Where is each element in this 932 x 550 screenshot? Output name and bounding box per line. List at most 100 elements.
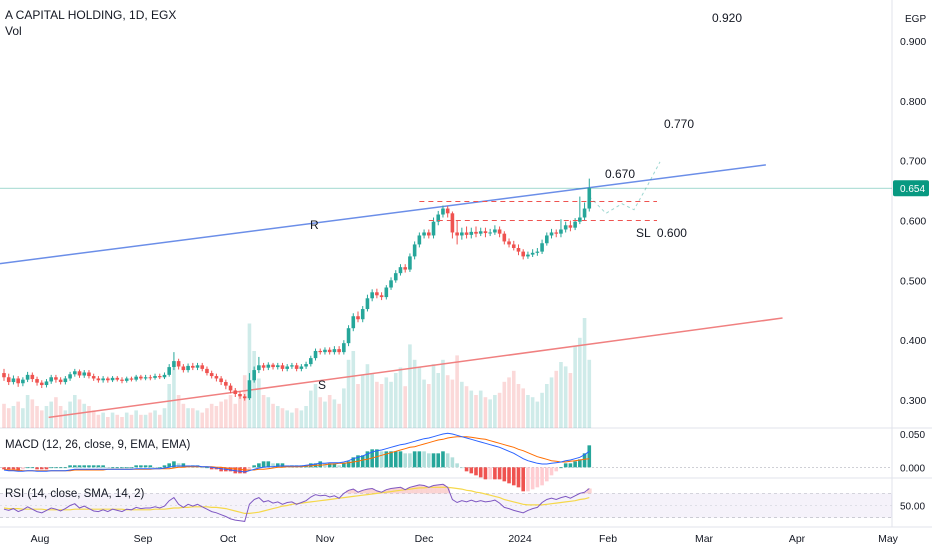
macd-histogram-bar — [417, 451, 422, 468]
time-tick-label: Sep — [134, 533, 153, 545]
volume-bar — [554, 370, 559, 428]
volume-bar — [460, 381, 464, 428]
candle-body — [233, 390, 238, 395]
macd-histogram-bar — [143, 465, 148, 468]
volume-bar — [290, 412, 294, 428]
macd-histogram-bar — [280, 463, 285, 468]
volume-bar — [497, 392, 502, 428]
volume-bar — [502, 381, 507, 428]
macd-histogram-bar — [238, 467, 242, 474]
candle-body — [153, 376, 157, 378]
volume-bar — [389, 381, 393, 428]
candle-body — [257, 365, 261, 371]
macd-histogram-bar — [96, 465, 101, 468]
candle-body — [172, 361, 176, 368]
volume-bar — [309, 390, 313, 428]
volume-bar — [535, 401, 540, 428]
macd-histogram-bar — [63, 467, 68, 469]
macd-histogram-bar — [441, 451, 445, 468]
volume-bar — [568, 373, 573, 428]
volume-bar — [422, 379, 426, 428]
macd-histogram-bar — [360, 455, 365, 468]
macd-histogram-bar — [181, 463, 186, 468]
rsi-overbought-fill — [346, 490, 351, 494]
macd-histogram-bar — [148, 465, 153, 468]
candle-body — [332, 349, 337, 353]
candle-body — [403, 267, 407, 270]
support-label: S — [318, 378, 326, 392]
macd-histogram-bar — [219, 467, 223, 472]
rsi-overbought-fill — [586, 488, 592, 494]
support-trendline — [48, 317, 783, 419]
macd-histogram-bar — [464, 467, 469, 472]
macd-histogram-bar — [483, 467, 488, 480]
macd-histogram-bar — [87, 465, 91, 468]
candle-body — [195, 365, 200, 368]
candle-body — [511, 244, 516, 249]
rsi-overbought-fill — [365, 489, 370, 494]
candle-body — [115, 377, 120, 380]
macd-histogram-bar — [25, 467, 30, 469]
macd-histogram-bar — [526, 467, 530, 492]
overlays — [419, 161, 929, 221]
price-tick-label: 0.800 — [900, 96, 926, 108]
macd-histogram-bar — [39, 467, 44, 470]
candle-body — [219, 378, 223, 383]
candle-body — [327, 349, 332, 353]
candle-body — [214, 376, 219, 379]
macd-histogram-bar — [393, 451, 398, 468]
volume-bar — [44, 406, 49, 428]
candle-body — [39, 382, 44, 386]
volume-bar — [474, 395, 478, 428]
candle-body — [238, 394, 242, 397]
volume-bar — [82, 403, 87, 428]
currency-label: EGP — [905, 14, 926, 25]
volume-bar — [356, 384, 360, 428]
volume-bar — [87, 406, 91, 428]
macd-pane — [0, 432, 892, 492]
candle-body — [441, 208, 445, 215]
macd-histogram-bar — [497, 467, 502, 480]
macd-histogram-bar — [587, 445, 592, 468]
macd-histogram-bar — [521, 467, 525, 492]
macd-histogram-bar — [205, 467, 209, 469]
candle-body — [554, 232, 559, 234]
candle-body — [351, 316, 356, 329]
resistance-trendline — [0, 164, 766, 265]
macd-histogram-bar — [106, 467, 110, 469]
candle-body — [427, 232, 431, 236]
candle-body — [106, 378, 110, 381]
candles[interactable] — [2, 178, 592, 401]
volume-bar — [299, 410, 304, 428]
candle-body — [455, 232, 459, 236]
volume-bar — [157, 414, 162, 428]
candle-body — [313, 350, 318, 359]
candle-body — [58, 379, 63, 383]
macd-histogram-bar — [445, 453, 450, 468]
macd-histogram-bar — [460, 467, 464, 469]
volume-bar — [261, 395, 266, 428]
volume-bar — [106, 417, 110, 428]
volume-bar — [431, 364, 436, 428]
volume-bar — [351, 351, 356, 428]
rsi-line — [3, 483, 590, 522]
macd-histogram-bar — [379, 451, 384, 468]
macd-histogram-bar — [332, 463, 337, 468]
volume-bar — [464, 386, 469, 428]
volume-bar — [455, 355, 459, 428]
candle-body — [535, 251, 540, 253]
candle-body — [21, 379, 25, 384]
macd-histogram-bar — [271, 463, 275, 468]
macd-histogram-bar — [323, 463, 327, 468]
volume-bar — [559, 362, 563, 428]
volume-bar — [139, 414, 143, 428]
candle-body — [129, 378, 134, 380]
projection-path — [588, 161, 661, 214]
macd-histogram-bar — [568, 463, 573, 468]
macd-histogram-bar — [535, 467, 540, 488]
rsi-overbought-fill — [426, 487, 432, 494]
rsi-overbought-fill — [431, 485, 436, 494]
macd-histogram-bar — [540, 467, 544, 486]
trend-lines — [0, 164, 892, 419]
macd-histogram-bar — [162, 465, 167, 468]
